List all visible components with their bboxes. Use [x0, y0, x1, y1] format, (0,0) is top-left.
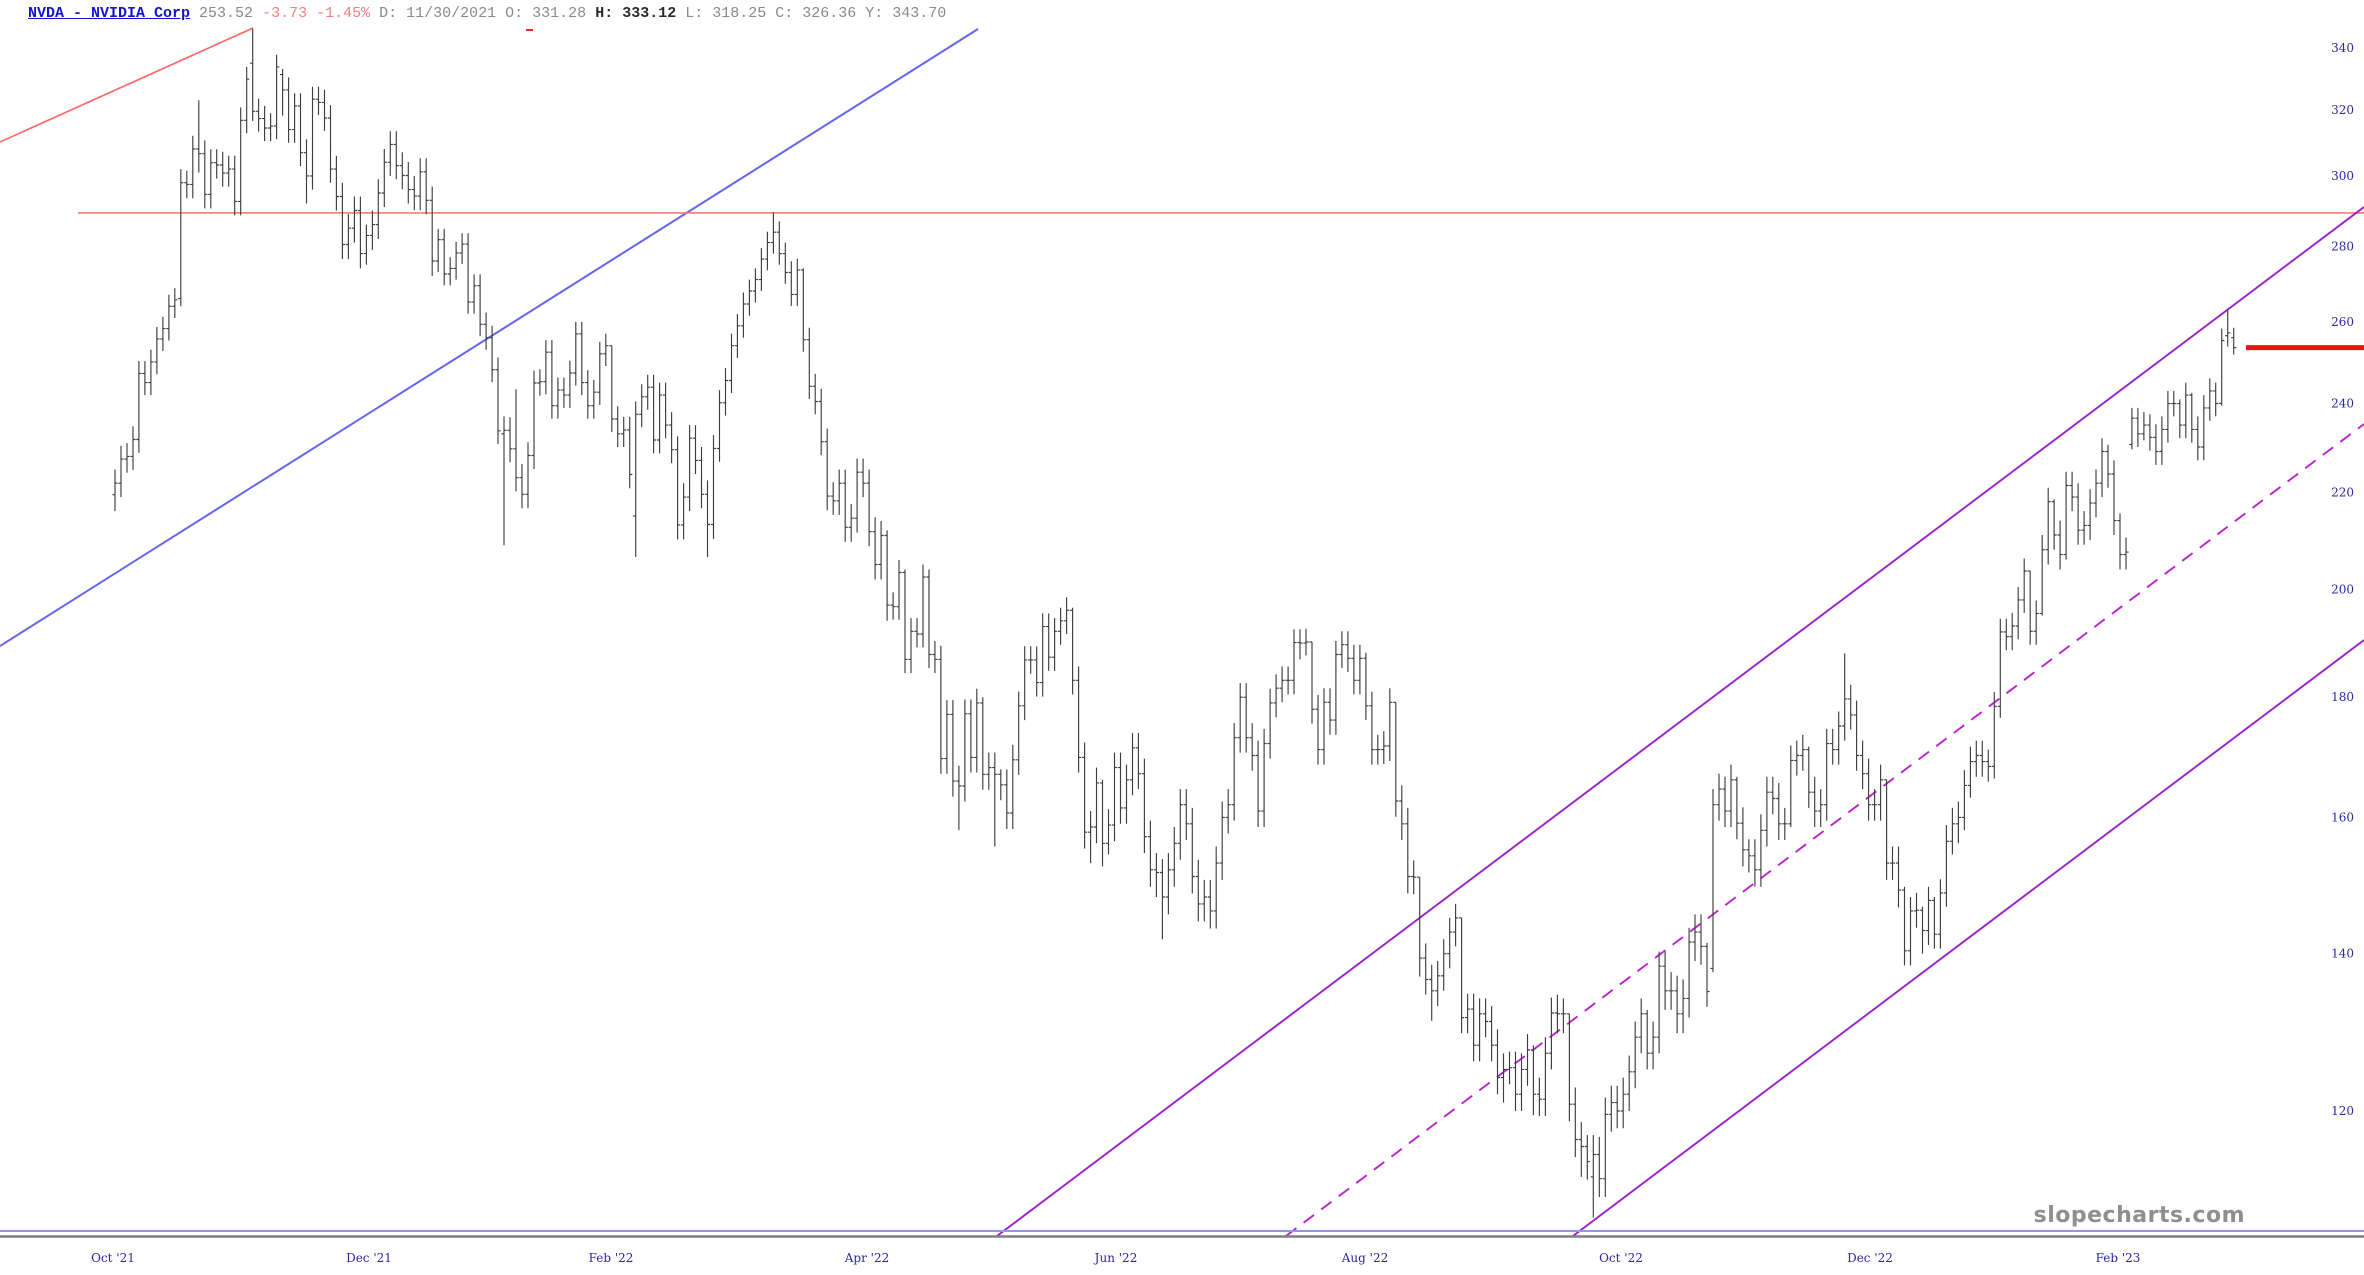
session-rest: L: 318.25 C: 326.36 Y: 343.70	[685, 5, 947, 22]
price-change: -3.73 -1.45%	[262, 5, 371, 22]
y-axis-tick-label: 320	[2331, 103, 2354, 117]
y-axis-tick-label: 300	[2331, 169, 2354, 183]
channel-lower-line	[1572, 639, 2364, 1237]
channel-mid-dashed-line	[1285, 423, 2364, 1237]
x-axis-tick-label: Jun '22	[1093, 1251, 1138, 1265]
y-axis-tick-label: 340	[2331, 41, 2354, 55]
x-axis-tick-label: Oct '21	[91, 1251, 135, 1265]
session-ohlc: D: 11/30/2021 O: 331.28	[379, 5, 587, 22]
x-axis-tick-label: Aug '22	[1341, 1251, 1388, 1265]
watermark-logo: slopecharts.com	[2033, 1203, 2245, 1228]
ticker-link[interactable]: NVDA - NVIDIA Corp	[28, 5, 191, 22]
ohlc-bars	[112, 28, 2237, 1218]
quote-header: NVDA - NVIDIA Corp 253.52 -3.73 -1.45% D…	[28, 5, 946, 23]
y-axis-tick-label: 280	[2331, 239, 2354, 253]
y-axis-tick-label: 140	[2331, 947, 2354, 961]
y-axis-tick-label: 160	[2331, 810, 2354, 824]
y-axis-tick-label: 260	[2331, 315, 2354, 329]
x-axis-tick-label: Oct '22	[1599, 1251, 1643, 1265]
x-axis-tick-label: Dec '21	[346, 1251, 392, 1265]
blue-uptrend-line	[0, 28, 979, 647]
y-axis-tick-label: 180	[2331, 690, 2354, 704]
x-axis-tick-label: Apr '22	[844, 1251, 889, 1265]
y-axis-tick-label: 200	[2331, 583, 2354, 597]
red-downtrend-line	[0, 27, 254, 143]
channel-upper-line	[996, 206, 2364, 1237]
x-axis-tick-label: Feb '23	[2096, 1251, 2141, 1265]
last-price: 253.52	[199, 5, 254, 22]
x-axis-tick-label: Dec '22	[1847, 1251, 1893, 1265]
session-high: H: 333.12	[595, 5, 677, 22]
x-axis-tick-label: Feb '22	[589, 1251, 634, 1265]
y-axis-tick-label: 240	[2331, 397, 2354, 411]
y-axis-tick-label: 120	[2331, 1104, 2354, 1118]
y-axis-tick-label: 220	[2331, 485, 2354, 499]
